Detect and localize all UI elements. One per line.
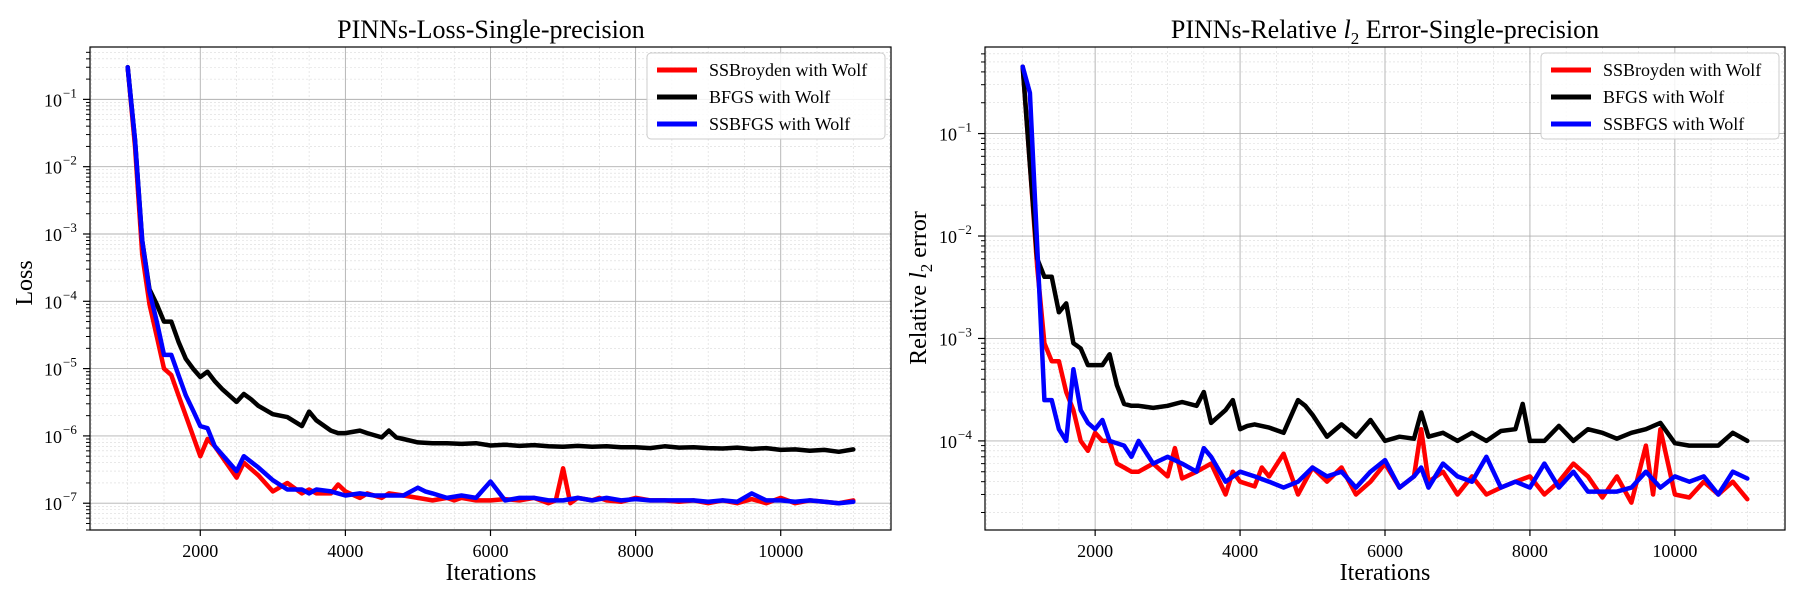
loss-chart: PINNs-Loss-Single-precision Iterations L… [12, 15, 892, 586]
error-ytick-label: 10 [939, 227, 957, 247]
error-ytick-exponent: −3 [958, 324, 972, 339]
loss-ytick-label: 10 [44, 494, 62, 514]
loss-ytick-exponent: −7 [63, 489, 77, 504]
error-legend-label-3: SSBFGS with Wolf [1603, 114, 1744, 134]
error-xtick-label: 8000 [1512, 541, 1548, 561]
loss-xtick-label: 10000 [758, 541, 803, 561]
loss-ytick-exponent: −3 [63, 220, 77, 235]
loss-chart-ylabel: Loss [12, 260, 38, 305]
loss-xtick-label: 2000 [182, 541, 218, 561]
loss-ytick-exponent: −1 [63, 85, 77, 100]
error-ytick-label: 10 [939, 125, 957, 145]
error-ylabel-post: error [906, 211, 932, 264]
loss-legend-label-1: SSBroyden with Wolf [709, 60, 867, 80]
error-ylabel-sub: 2 [917, 264, 936, 273]
error-xtick-label: 10000 [1652, 541, 1697, 561]
loss-chart-title: PINNs-Loss-Single-precision [337, 15, 645, 44]
error-ytick-exponent: −1 [958, 120, 972, 135]
error-xtick-label: 4000 [1222, 541, 1258, 561]
error-legend [1540, 52, 1780, 140]
loss-plot-frame [89, 46, 892, 531]
error-legend-label-1: SSBroyden with Wolf [1603, 60, 1761, 80]
error-title-sub: 2 [1351, 29, 1360, 48]
loss-ytick-exponent: −2 [63, 153, 77, 168]
loss-ytick-label: 10 [44, 427, 62, 447]
loss-series-line-2 [125, 65, 856, 455]
error-ylabel-pre: Relative [906, 279, 932, 365]
loss-legend-label-2: BFGS with Wolf [709, 87, 830, 107]
error-chart-xlabel: Iterations [1340, 560, 1431, 586]
loss-ytick-label: 10 [44, 158, 62, 178]
error-legend-label-2: BFGS with Wolf [1603, 87, 1724, 107]
loss-chart-xlabel: Iterations [446, 560, 537, 586]
error-series-line-2 [1020, 64, 1750, 448]
loss-ytick-label: 10 [44, 292, 62, 312]
error-title-var: l [1343, 15, 1350, 44]
error-ytick-exponent: −2 [958, 222, 972, 237]
loss-xtick-label: 6000 [473, 541, 509, 561]
loss-ytick-label: 10 [44, 360, 62, 380]
error-chart-title: PINNs-Relative l2 Error-Single-precision [1171, 15, 1599, 48]
error-chart-ylabel: Relative l2 error [906, 211, 936, 365]
loss-ytick-label: 10 [44, 90, 62, 110]
error-chart: PINNs-Relative l2 Error-Single-precision… [906, 15, 1786, 586]
loss-ytick-exponent: −4 [63, 287, 77, 302]
loss-legend-label-3: SSBFGS with Wolf [709, 114, 850, 134]
error-ylabel-var: l [906, 272, 932, 279]
error-plot-frame [984, 46, 1786, 531]
error-ytick-exponent: −4 [958, 427, 972, 442]
error-series-line-1 [1020, 64, 1750, 505]
loss-ytick-exponent: −6 [63, 422, 77, 437]
loss-ytick-exponent: −5 [63, 355, 77, 370]
error-series-line-3 [1020, 64, 1750, 497]
loss-ytick-label: 10 [44, 225, 62, 245]
error-ytick-label: 10 [939, 329, 957, 349]
error-xtick-label: 2000 [1077, 541, 1113, 561]
loss-xtick-label: 4000 [327, 541, 363, 561]
error-xtick-label: 6000 [1367, 541, 1403, 561]
error-ytick-label: 10 [939, 432, 957, 452]
error-title-pre: PINNs-Relative [1171, 15, 1344, 44]
loss-xtick-label: 8000 [618, 541, 654, 561]
loss-series-line-3 [125, 65, 856, 506]
error-title-post: Error-Single-precision [1359, 15, 1599, 44]
loss-legend [646, 52, 886, 140]
